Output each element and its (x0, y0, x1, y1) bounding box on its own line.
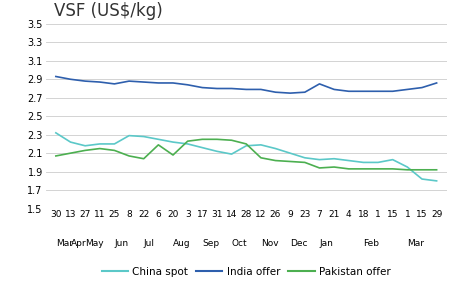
Pakistan offer (155, 143, 161, 147)
Pakistan offer (316, 166, 322, 170)
Line: China spot: China spot (56, 133, 436, 181)
China spot (272, 147, 278, 150)
India offer (345, 89, 351, 93)
India offer (214, 87, 219, 90)
India offer (258, 88, 263, 91)
China spot (301, 156, 307, 160)
China spot (82, 144, 88, 148)
China spot (345, 159, 351, 162)
China spot (331, 157, 336, 161)
India offer (404, 88, 409, 91)
Text: Mar: Mar (56, 239, 73, 248)
India offer (433, 81, 439, 85)
China spot (404, 165, 409, 169)
Pakistan offer (345, 167, 351, 171)
China spot (360, 161, 365, 164)
India offer (316, 82, 322, 86)
Text: Oct: Oct (231, 239, 247, 248)
China spot (433, 179, 439, 183)
India offer (301, 90, 307, 94)
China spot (155, 138, 161, 141)
India offer (331, 88, 336, 91)
Legend: China spot, India offer, Pakistan offer: China spot, India offer, Pakistan offer (98, 263, 394, 281)
Pakistan offer (111, 149, 117, 152)
Pakistan offer (360, 167, 365, 171)
India offer (374, 89, 380, 93)
India offer (360, 89, 365, 93)
China spot (374, 161, 380, 164)
China spot (141, 135, 146, 138)
India offer (97, 80, 102, 84)
India offer (389, 89, 394, 93)
India offer (287, 91, 292, 95)
India offer (126, 79, 131, 83)
Pakistan offer (170, 153, 175, 157)
India offer (141, 80, 146, 84)
Pakistan offer (374, 167, 380, 171)
India offer (111, 82, 117, 86)
Text: Sep: Sep (202, 239, 219, 248)
Pakistan offer (331, 165, 336, 169)
China spot (68, 140, 73, 144)
Text: Jan: Jan (319, 239, 333, 248)
China spot (243, 144, 248, 148)
China spot (389, 158, 394, 162)
Pakistan offer (272, 159, 278, 162)
Pakistan offer (243, 142, 248, 146)
Text: Jun: Jun (114, 239, 128, 248)
China spot (199, 146, 205, 149)
India offer (228, 87, 234, 90)
China spot (316, 158, 322, 162)
Text: Mar: Mar (406, 239, 424, 248)
Pakistan offer (404, 168, 409, 172)
India offer (68, 77, 73, 81)
India offer (243, 88, 248, 91)
India offer (53, 75, 58, 78)
China spot (170, 140, 175, 144)
Text: Jul: Jul (143, 239, 154, 248)
Pakistan offer (68, 151, 73, 155)
India offer (155, 81, 161, 85)
Text: VSF (US$/kg): VSF (US$/kg) (54, 1, 162, 19)
Pakistan offer (141, 157, 146, 161)
Pakistan offer (53, 154, 58, 158)
China spot (287, 151, 292, 155)
India offer (82, 79, 88, 83)
India offer (418, 86, 424, 89)
Text: Feb: Feb (363, 239, 379, 248)
China spot (97, 142, 102, 146)
China spot (418, 177, 424, 181)
Pakistan offer (97, 147, 102, 150)
China spot (214, 150, 219, 153)
Pakistan offer (389, 167, 394, 171)
Line: Pakistan offer: Pakistan offer (56, 139, 436, 170)
Pakistan offer (199, 138, 205, 141)
Pakistan offer (418, 168, 424, 172)
Text: Dec: Dec (289, 239, 307, 248)
Text: Apr: Apr (71, 239, 86, 248)
Line: India offer: India offer (56, 77, 436, 93)
Pakistan offer (228, 139, 234, 142)
Pakistan offer (433, 168, 439, 172)
Text: Aug: Aug (172, 239, 190, 248)
Pakistan offer (287, 160, 292, 163)
China spot (228, 152, 234, 156)
India offer (272, 90, 278, 94)
China spot (185, 142, 190, 146)
China spot (126, 134, 131, 137)
Pakistan offer (258, 156, 263, 160)
China spot (53, 131, 58, 135)
China spot (111, 142, 117, 146)
Pakistan offer (301, 161, 307, 164)
Pakistan offer (185, 139, 190, 143)
Pakistan offer (82, 149, 88, 152)
Text: May: May (85, 239, 104, 248)
Pakistan offer (214, 138, 219, 141)
Text: Nov: Nov (260, 239, 278, 248)
India offer (170, 81, 175, 85)
China spot (258, 143, 263, 147)
India offer (185, 83, 190, 87)
India offer (199, 86, 205, 89)
Pakistan offer (126, 154, 131, 158)
